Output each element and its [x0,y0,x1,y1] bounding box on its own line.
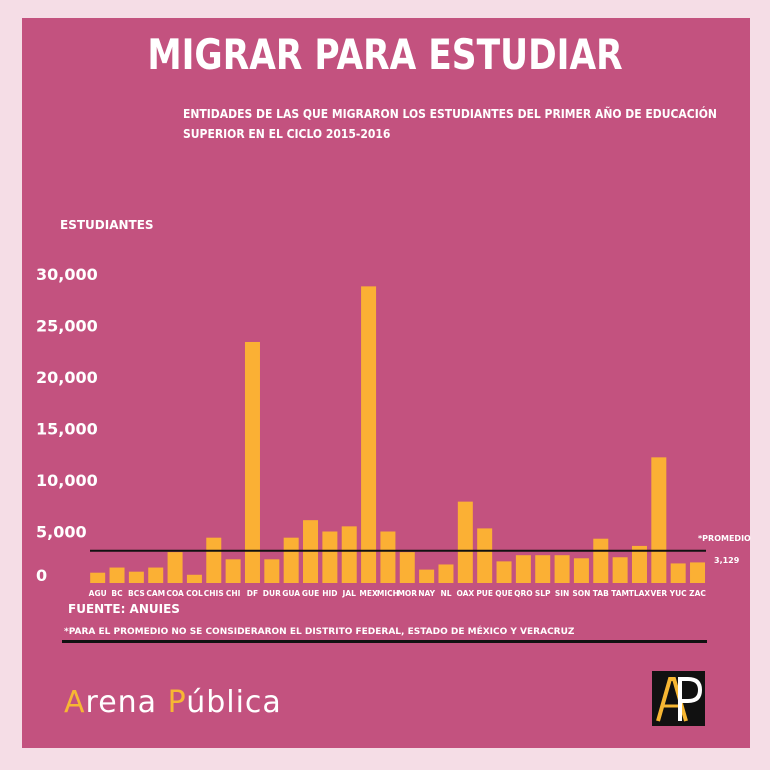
x-tick-label: BC [111,589,123,598]
bar-zac [690,562,706,583]
x-tick-label: AGU [89,589,107,598]
footer-rule [62,640,707,643]
bar-bc [109,567,125,583]
brand-text-arena: rena [85,685,168,720]
x-tick-label: CAM [146,589,165,598]
bar-son [573,558,589,583]
bar-tam [612,557,628,583]
x-tick-label: BCS [128,589,145,598]
y-tick-label: 0 [36,566,47,585]
bar-mex [361,286,377,583]
bar-pue [477,528,493,583]
bar-tab [593,538,609,583]
x-tick-label: SON [572,589,590,598]
bar-oax [457,501,473,583]
y-tick-label: 5,000 [36,523,87,542]
x-tick-label: JAL [342,589,357,598]
x-tick-label: SLP [535,589,551,598]
bar-chi [225,559,241,583]
brand-initial-a: A [64,685,86,720]
brand-wordmark: Arena Pública [64,685,282,720]
bar-nay [419,569,435,583]
x-tick-label: TAB [593,589,609,598]
x-tick-label: CHIS [204,589,224,598]
x-tick-label: COL [186,589,203,598]
y-axis-label: ESTUDIANTES [60,218,154,232]
brand-text-publica: ública [186,685,282,720]
y-tick-label: 10,000 [36,471,98,490]
footnote: *PARA EL PROMEDIO NO SE CONSIDERARON EL … [64,627,575,637]
bar-gua [283,537,299,583]
source-note: FUENTE: ANUIES [68,602,180,616]
bar-chis [206,537,222,583]
x-tick-label: OAX [456,589,474,598]
bar-agu [90,572,106,583]
x-tick-label: COA [166,589,184,598]
bar-tlax [631,545,647,583]
bar-col [186,574,202,583]
x-tick-label: GUA [282,589,300,598]
bar-nl [438,564,454,583]
x-tick-label: MEX [359,589,378,598]
x-tick-label: MOR [397,589,417,598]
x-tick-label: TLAX [629,589,651,598]
average-label: *PROMEDIO [698,534,751,543]
bar-jal [341,526,357,583]
x-tick-labels: AGU BC BCS CAM COA COL CHIS CHI DF DUR GUA GUE HID JA… [89,589,707,598]
y-tick-label: 30,000 [36,265,98,284]
x-tick-label: NAY [418,589,435,598]
bar-yuc [670,563,686,583]
average-annotation: *PROMEDIO 3,129 [90,534,751,565]
bar-cam [148,567,164,583]
bar-coa [167,552,183,583]
brand-initial-p: P [167,685,187,720]
x-tick-label: DUR [263,589,281,598]
bars [90,286,706,583]
x-tick-label: CHI [226,589,241,598]
x-tick-label: GUE [302,589,319,598]
x-tick-label: TAM [611,589,629,598]
bar-slp [535,555,551,583]
x-tick-label: SIN [555,589,569,598]
bar-mich [380,531,396,583]
bar-ver [651,457,667,583]
bar-dur [264,559,280,583]
chart-subtitle: ENTIDADES DE LAS QUE MIGRARON LOS ESTUDI… [183,107,717,141]
y-tick-label: 25,000 [36,317,98,336]
x-tick-label: QRO [514,589,533,598]
y-tick-labels: 0 5,000 10,000 15,000 20,000 25,000 30,000 [36,265,98,585]
x-tick-label: VER [650,589,667,598]
ap-logo [652,671,705,726]
y-tick-label: 15,000 [36,420,98,439]
bar-qro [515,555,531,583]
bar-bcs [128,571,144,583]
x-tick-label: DF [247,589,258,598]
y-tick-label: 20,000 [36,368,98,387]
bar-mor [399,552,415,583]
x-tick-label: NL [440,589,451,598]
bar-df [244,341,260,583]
background-panel [22,18,750,748]
x-tick-label: PUE [476,589,493,598]
x-tick-label: HID [322,589,337,598]
bar-que [496,561,512,583]
bar-hid [322,531,338,583]
chart-title: MIGRAR PARA ESTUDIAR [147,30,623,79]
bar-sin [554,555,570,583]
x-tick-label: ZAC [689,589,706,598]
average-value-label: 3,129 [714,556,740,565]
x-tick-label: YUC [669,589,688,598]
x-tick-label: QUE [495,589,513,598]
x-tick-label: MICH [377,589,399,598]
